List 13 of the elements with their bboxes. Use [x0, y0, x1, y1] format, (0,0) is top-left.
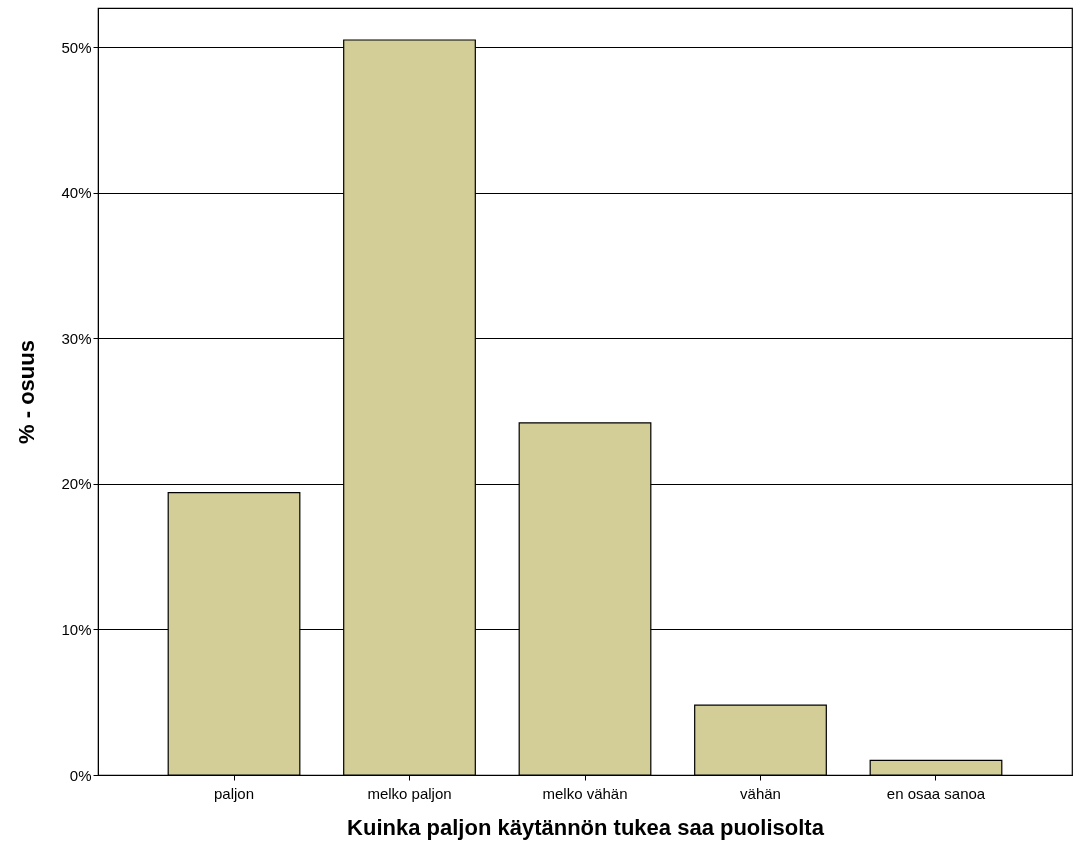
y-tick-label: 50% — [61, 38, 92, 56]
y-tick-label: 20% — [61, 475, 92, 493]
y-axis-title: % - osuus — [14, 340, 40, 444]
x-tick-label: en osaa sanoa — [886, 784, 986, 802]
y-tick-label: 40% — [61, 184, 92, 202]
x-tick-label: paljon — [213, 784, 255, 802]
y-tick-label: 0% — [69, 766, 92, 784]
y-tick-label: 30% — [61, 329, 92, 347]
x-tick-label: melko vähän — [542, 784, 628, 802]
y-tick-label: 10% — [61, 620, 92, 638]
x-axis-title: Kuinka paljon käytännön tukea saa puolisolta — [347, 814, 825, 840]
x-tick-label: melko paljon — [367, 784, 452, 802]
x-tick-label: vähän — [740, 784, 781, 802]
